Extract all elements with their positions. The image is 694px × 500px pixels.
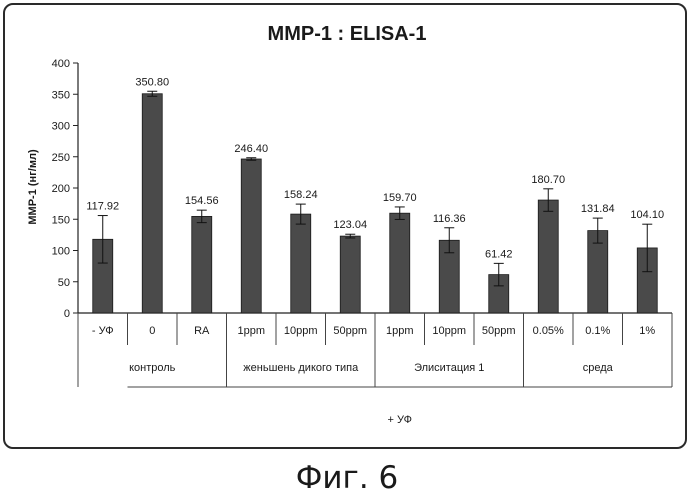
x-tick-label: RA: [194, 325, 210, 337]
y-tick-label: 300: [52, 121, 70, 133]
value-label: 159.70: [383, 192, 417, 204]
x-tick-label: 10ppm: [432, 325, 466, 337]
figure-caption: Фиг. 6: [295, 460, 399, 496]
value-label: 154.56: [185, 195, 219, 207]
group-label: среда: [583, 362, 614, 374]
y-tick-label: 50: [58, 277, 70, 289]
value-label: 158.24: [284, 189, 318, 201]
y-axis-label: MMP-1 (нг/мл): [27, 149, 39, 225]
group-label: Элиситация 1: [414, 362, 484, 374]
value-label: 123.04: [333, 219, 367, 231]
chart-title: MMP-1 : ELISA-1: [268, 23, 427, 45]
supergroup-label: + УФ: [388, 414, 412, 426]
value-label: 131.84: [581, 203, 615, 215]
x-tick-label: 0: [149, 325, 155, 337]
x-tick-label: 0.05%: [533, 325, 564, 337]
bar: [537, 199, 559, 314]
value-label: 350.80: [135, 76, 169, 88]
bar-chart: MMP-1 : ELISA-1 MMP-1 (нг/мл) 0 50 100 150 2…: [27, 23, 673, 426]
bar: [240, 158, 262, 314]
x-tick-label: 0.1%: [585, 325, 610, 337]
value-label: 246.40: [234, 143, 268, 155]
x-tick-label: - УФ: [92, 325, 114, 337]
value-label: 61.42: [485, 248, 513, 260]
x-tick-label: 50ppm: [482, 325, 516, 337]
bar: [339, 235, 361, 314]
y-tick-label: 350: [52, 89, 70, 101]
group-label: женьшень дикого типа: [243, 362, 359, 374]
y-tick-label: 200: [52, 183, 70, 195]
bar: [191, 215, 213, 314]
x-tick-label: 1ppm: [386, 325, 414, 337]
y-tick-label: 250: [52, 152, 70, 164]
y-tick-label: 100: [52, 246, 70, 258]
y-tick-label: 400: [52, 58, 70, 70]
bar: [290, 213, 312, 314]
value-label: 104.10: [630, 209, 664, 221]
x-tick-label: 1%: [639, 325, 655, 337]
y-tick-label: 0: [64, 308, 70, 320]
value-label: 180.70: [531, 174, 565, 186]
x-tick-label: 10ppm: [284, 325, 318, 337]
y-tick-label: 150: [52, 214, 70, 226]
value-label: 116.36: [433, 213, 466, 225]
chart-frame: [3, 3, 687, 449]
x-tick-label: 1ppm: [237, 325, 265, 337]
bar: [141, 93, 163, 314]
x-tick-label: 50ppm: [333, 325, 367, 337]
value-label: 117.92: [86, 201, 119, 213]
bar: [389, 212, 411, 314]
group-label: контроль: [129, 362, 176, 374]
